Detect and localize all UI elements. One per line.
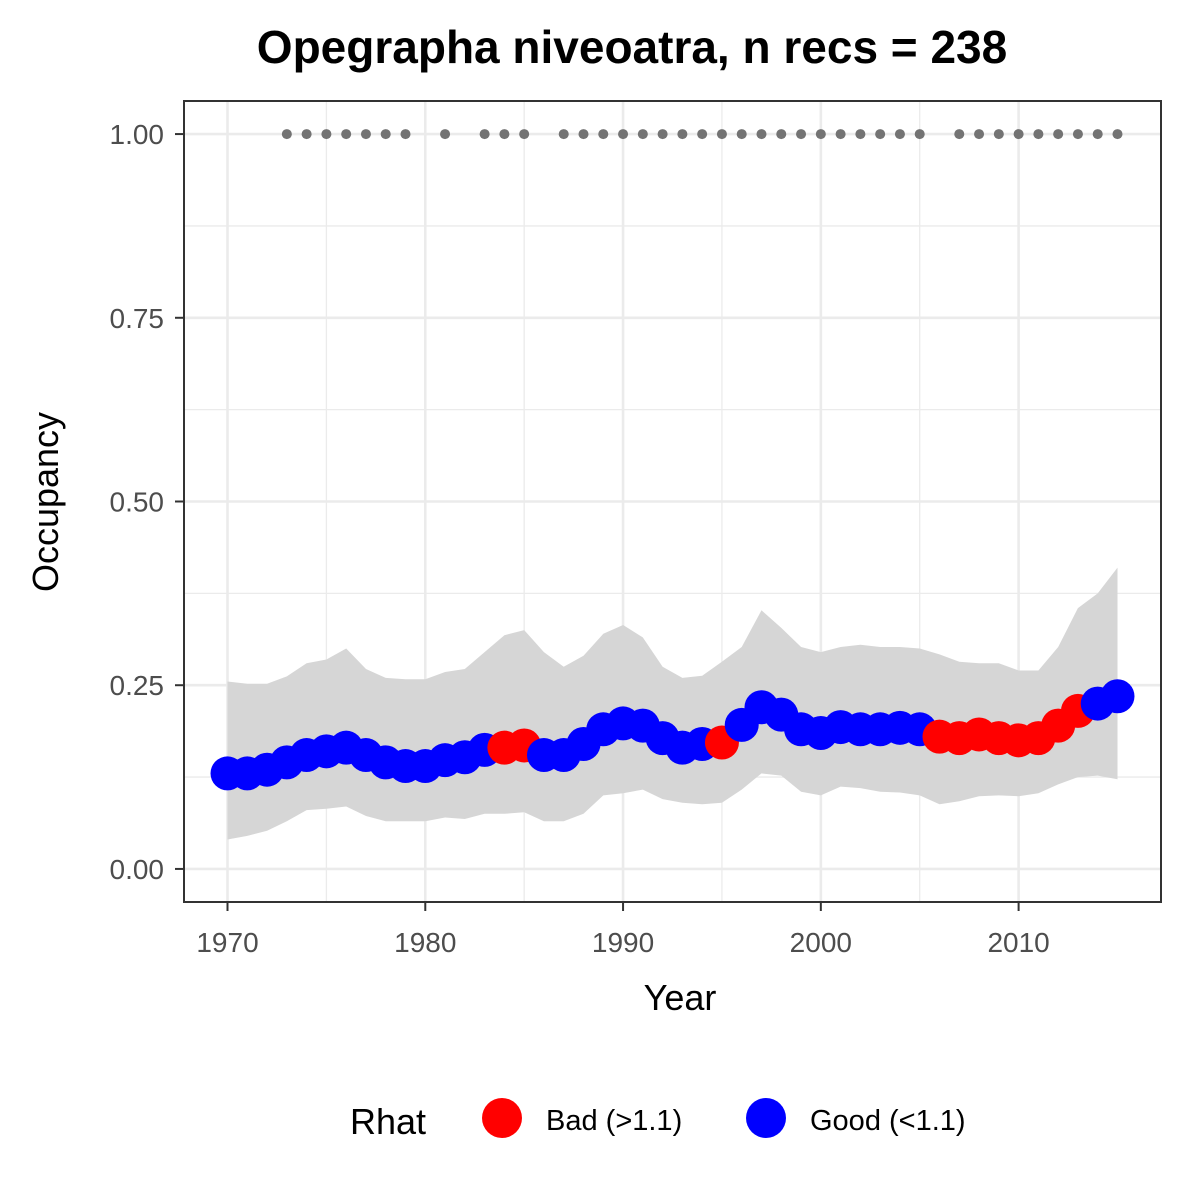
record-marker (598, 129, 609, 140)
record-marker (657, 129, 668, 140)
chart-title: Opegrapha niveoatra, n recs = 238 (257, 21, 1007, 73)
record-marker (756, 129, 767, 140)
record-marker (301, 129, 312, 140)
record-marker (479, 129, 490, 140)
legend-label-good: Good (<1.1) (810, 1105, 966, 1137)
record-marker (380, 129, 391, 140)
record-marker (618, 129, 629, 140)
record-marker (1053, 129, 1064, 140)
legend-key-good (746, 1098, 786, 1138)
record-marker (558, 129, 569, 140)
record-marker (440, 129, 451, 140)
record-marker (914, 129, 925, 140)
x-axis-title: Year (644, 977, 717, 1018)
legend-title: Rhat (350, 1101, 426, 1142)
record-marker (360, 129, 371, 140)
record-marker (993, 129, 1004, 140)
y-tick-label: 0.00 (110, 854, 165, 885)
record-marker (716, 129, 727, 140)
legend: Rhat Bad (>1.1) Good (<1.1) (350, 1098, 966, 1142)
record-marker (954, 129, 965, 140)
y-tick-label: 0.25 (110, 670, 165, 701)
record-marker (815, 129, 826, 140)
y-tick-label: 1.00 (110, 119, 165, 150)
record-marker (855, 129, 866, 140)
record-marker (974, 129, 985, 140)
x-tick-label: 2000 (790, 927, 852, 958)
x-tick-label: 2010 (987, 927, 1049, 958)
record-marker (875, 129, 886, 140)
y-axis-title: Occupancy (25, 412, 66, 592)
axes: 1970 1980 1990 2000 2010 0.00 0.25 0.50 0.75 1.00 (110, 119, 1050, 958)
record-marker (776, 129, 787, 140)
x-tick-label: 1980 (394, 927, 456, 958)
record-marker (637, 129, 648, 140)
record-marker (400, 129, 411, 140)
legend-label-bad: Bad (>1.1) (546, 1105, 682, 1137)
record-marker (1072, 129, 1083, 140)
y-tick-label: 0.50 (110, 487, 165, 518)
legend-key-bad (482, 1098, 522, 1138)
record-marker (321, 129, 332, 140)
occupancy-point (1100, 679, 1135, 714)
record-marker (1033, 129, 1044, 140)
record-marker (677, 129, 688, 140)
record-marker (1112, 129, 1123, 140)
x-tick-label: 1990 (592, 927, 654, 958)
record-marker (578, 129, 589, 140)
record-marker (697, 129, 708, 140)
record-marker (1092, 129, 1103, 140)
occupancy-points (210, 679, 1135, 791)
record-marker (894, 129, 905, 140)
record-marker (1013, 129, 1024, 140)
record-marker (736, 129, 747, 140)
record-marker (341, 129, 352, 140)
record-marker (835, 129, 846, 140)
record-markers (281, 129, 1123, 140)
y-tick-label: 0.75 (110, 303, 165, 334)
record-marker (281, 129, 292, 140)
record-marker (796, 129, 807, 140)
x-tick-label: 1970 (196, 927, 258, 958)
record-marker (519, 129, 530, 140)
record-marker (499, 129, 510, 140)
